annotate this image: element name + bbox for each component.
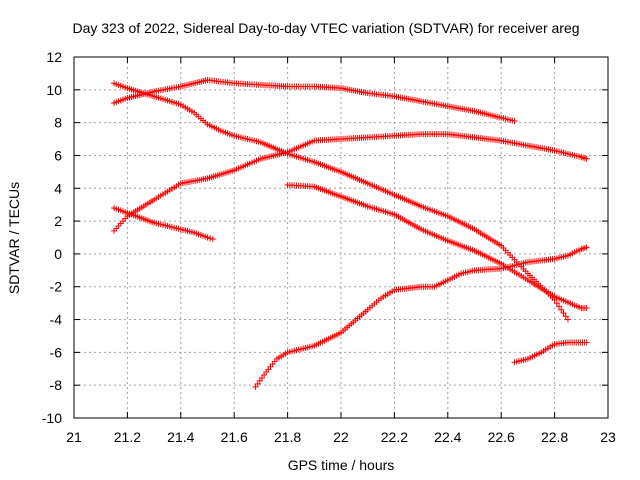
y-tick-label: -4 [50,312,63,328]
x-tick-label: 21.2 [114,429,141,445]
y-tick-label: -6 [50,344,63,360]
data-point-marker [556,303,563,310]
x-tick-label: 22 [333,429,349,445]
data-point-marker [583,244,590,251]
x-tick-label: 21 [66,429,82,445]
x-tick-label: 23 [600,429,616,445]
axis-ticks: 21 21.2 21.4 21.6 21.8 22 22.2 22.4 22.6 22.8 23 -1… [42,49,616,445]
series-track-5 [284,181,590,312]
data-point-marker [207,235,214,242]
y-tick-label: -8 [50,377,63,393]
data-point-marker [564,316,571,323]
grid-lines [74,57,608,418]
x-tick-label: 22.6 [488,429,515,445]
y-tick-label: -10 [42,410,62,426]
data-point-marker [553,300,560,307]
y-tick-label: 6 [54,147,62,163]
x-tick-label: 21.8 [274,429,301,445]
data-point-marker [583,339,590,346]
x-tick-label: 21.4 [167,429,194,445]
y-tick-label: 10 [46,82,62,98]
y-tick-label: -2 [50,279,63,295]
series-track-3 [111,131,590,234]
data-point-marker [204,234,211,241]
y-tick-label: 0 [54,246,62,262]
series-track-2 [111,80,571,323]
data-point-marker [511,117,518,124]
data-point-marker [583,155,590,162]
series-track-4 [111,204,216,243]
y-axis-label: SDTVAR / TECUs [6,182,22,294]
y-tick-label: 4 [54,180,62,196]
data-point-marker [583,305,590,312]
data-point-marker [558,306,565,313]
data-series [111,76,590,390]
data-point-marker [562,313,569,320]
y-tick-label: 2 [54,213,62,229]
y-tick-label: 8 [54,115,62,131]
plot-frame [73,56,609,419]
data-point-marker [209,236,216,243]
x-tick-label: 22.8 [541,429,568,445]
x-axis-label: GPS time / hours [288,457,395,473]
series-track-7 [511,339,590,366]
series-track-6 [252,244,590,390]
x-tick-label: 22.2 [381,429,408,445]
chart-title: Day 323 of 2022, Sidereal Day-to-day VTE… [72,20,579,36]
data-point-marker [560,309,567,316]
x-tick-label: 21.6 [221,429,248,445]
x-tick-label: 22.4 [434,429,461,445]
y-tick-label: 12 [46,49,62,65]
